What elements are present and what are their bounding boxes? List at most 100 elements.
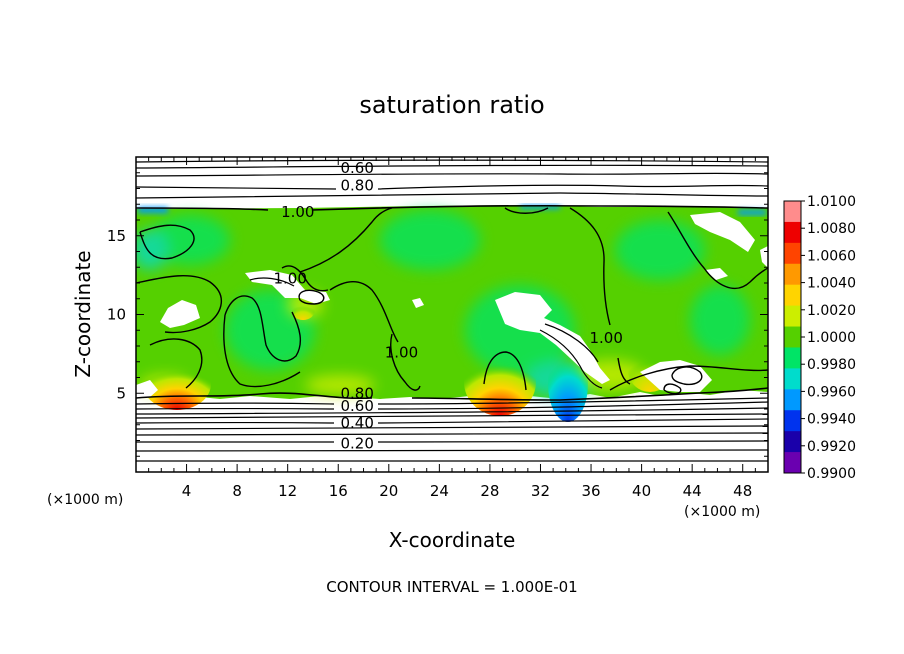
x-tick-label: 28 [480,482,499,500]
contour-line [390,333,421,391]
x-tick-label: 8 [232,482,242,500]
colorbar-swatch [784,201,801,223]
contour-line [139,224,195,260]
contour-line [136,432,768,436]
contour-line [136,449,768,452]
contour-line [569,207,611,326]
contour-line [136,413,768,419]
field-patch [690,285,750,355]
colorbar-swatch [784,326,801,348]
x-tick-label: 20 [379,482,398,500]
contour-label: 0.60 [340,159,373,177]
contour-line [609,365,768,391]
colorbar-tick-label: 0.9940 [807,412,856,428]
field-patch [150,215,230,265]
contour-line [136,192,768,199]
colorbar-swatch [784,368,801,390]
x-tick-label: 24 [430,482,449,500]
unsaturated-hole [705,268,728,280]
contour-label: 0.20 [340,435,373,453]
x-unit-label: (×1000 m) [684,504,760,520]
colorbar-tick-label: 1.0060 [807,248,856,264]
colorbar-swatch [784,452,801,474]
contour-line [483,351,527,391]
contour-interval-note: CONTOUR INTERVAL = 1.000E-01 [326,578,577,596]
contour-line [299,207,393,273]
x-tick-label: 48 [733,482,752,500]
contour-line [504,207,549,214]
contour-label: 0.40 [340,414,373,432]
colorbar-tick-label: 1.0080 [807,221,856,237]
contour-line [663,383,682,395]
contour-label: 0.60 [340,397,373,415]
field-patch [380,210,480,270]
field-patch [520,205,560,209]
contour-line [298,289,325,305]
colorbar-swatch [784,410,801,432]
contour-line [539,329,603,389]
saturation-field [136,205,768,422]
colorbar-tick-label: 1.0100 [807,194,856,210]
field-patch [305,375,375,395]
x-tick-label: 44 [683,482,702,500]
x-tick-label: 32 [531,482,550,500]
y-tick-label: 10 [107,306,126,324]
contour-line [136,397,768,405]
contour-line [249,277,295,287]
z-unit-label: (×1000 m) [47,492,123,508]
unsaturated-hole [495,292,610,384]
colorbar-swatch [784,221,801,244]
colorbar-swatch [784,431,801,453]
contour-label: 0.80 [340,176,373,194]
field-patch [738,210,766,215]
contour-line [136,387,768,401]
contour-line [223,314,301,388]
contour-label: 1.00 [385,343,418,361]
unsaturated-hole [690,212,755,252]
contour-line [136,440,768,443]
y-axis-label: Z-coordinate [71,250,95,377]
contour-line [544,323,599,363]
contour-line [136,418,768,424]
x-axis-ticks: 4 8 12 16 20 24 28 32 36 40 44 48 [148,157,756,500]
contour-line [136,425,768,430]
x-tick-label: 36 [581,482,600,500]
contour-line [149,338,203,389]
contour-line [136,275,222,334]
chart-title: saturation ratio [359,91,544,119]
colorbar-tick-label: 0.9960 [807,384,856,400]
contour-line [281,265,329,292]
colorbar-swatch [784,242,801,265]
contour-label: 1.00 [590,329,623,347]
colorbar-tick-label: 0.9980 [807,357,856,373]
x-tick-label: 4 [182,482,192,500]
colorbar-tick-label: 1.0000 [807,330,856,346]
contour-lines [136,159,768,462]
contour-line [667,211,768,289]
contour-label: 0.80 [340,384,373,402]
y-axis-ticks: 5 10 15 [107,172,768,457]
colorbar-swatch [784,347,801,369]
colorbar-tick-label: 0.9920 [807,439,856,455]
y-tick-label: 5 [116,384,126,402]
contour-line [136,407,768,415]
contour-line [136,184,768,190]
field-patch [138,207,168,213]
x-tick-label: 12 [278,482,297,500]
colorbar-swatch [784,305,801,328]
contour-label: 1.00 [274,269,307,287]
x-tick-label: 16 [329,482,348,500]
colorbar-tick-label: 1.0020 [807,303,856,319]
contour-line [136,164,768,169]
colorbar-tick-label: 0.9900 [807,466,856,482]
unsaturated-hole [160,300,200,328]
field-patch [136,230,168,270]
contour-line [136,401,768,410]
unsaturated-hole [412,298,424,308]
colorbar-tick-label: 1.0040 [807,276,856,292]
contour-line [136,204,768,211]
colorbar-swatch [784,389,801,411]
contour-line [136,159,768,163]
supersaturated-core [291,300,315,320]
